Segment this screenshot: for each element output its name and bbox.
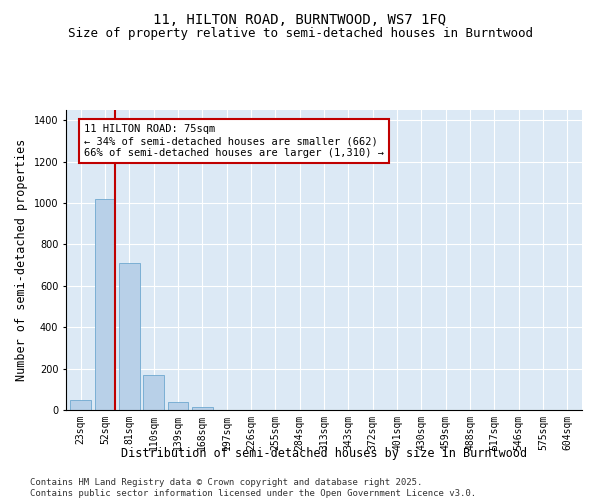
Bar	[167, 402, 188, 410]
Text: 11 HILTON ROAD: 75sqm
← 34% of semi-detached houses are smaller (662)
66% of sem: 11 HILTON ROAD: 75sqm ← 34% of semi-deta…	[84, 124, 384, 158]
Bar	[95, 199, 115, 410]
Bar	[119, 263, 140, 410]
Y-axis label: Number of semi-detached properties: Number of semi-detached properties	[15, 139, 28, 381]
Bar	[70, 400, 91, 410]
Bar	[143, 375, 164, 410]
Text: Contains HM Land Registry data © Crown copyright and database right 2025.
Contai: Contains HM Land Registry data © Crown c…	[30, 478, 476, 498]
Text: 11, HILTON ROAD, BURNTWOOD, WS7 1FQ: 11, HILTON ROAD, BURNTWOOD, WS7 1FQ	[154, 12, 446, 26]
Bar	[192, 407, 212, 410]
Text: Size of property relative to semi-detached houses in Burntwood: Size of property relative to semi-detach…	[67, 28, 533, 40]
Text: Distribution of semi-detached houses by size in Burntwood: Distribution of semi-detached houses by …	[121, 448, 527, 460]
